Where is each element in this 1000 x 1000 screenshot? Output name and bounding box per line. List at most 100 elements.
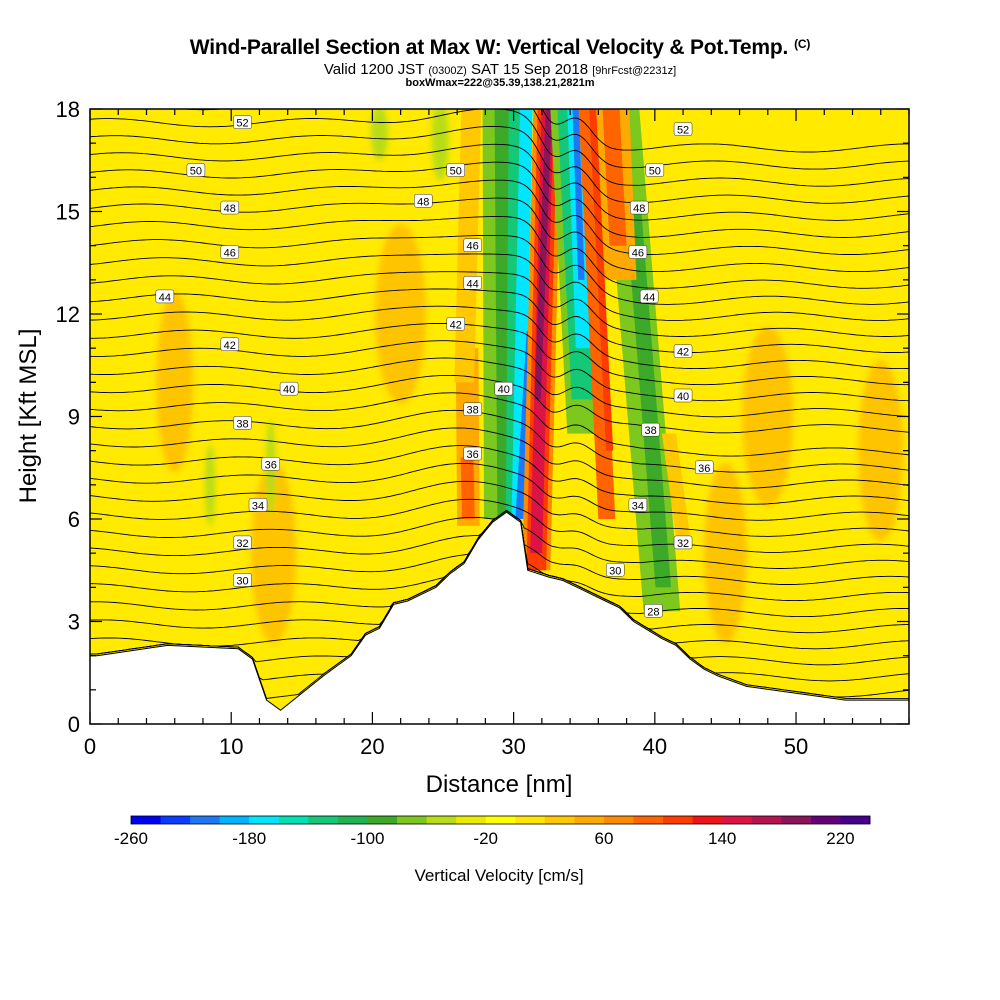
x-axis: 0 10 20 30 40 50 bbox=[84, 109, 910, 759]
contour-label: 50 bbox=[446, 163, 465, 178]
isentrope-line bbox=[90, 253, 909, 321]
lee-downdraft-core bbox=[625, 211, 672, 588]
weak-downdraft-patch bbox=[431, 109, 449, 181]
contour-label-text: 40 bbox=[498, 384, 510, 396]
contour-label-text: 36 bbox=[467, 449, 479, 461]
contour-label-box bbox=[261, 457, 280, 471]
colorbar-swatch bbox=[219, 816, 250, 824]
colorbar-swatch bbox=[397, 816, 427, 824]
x-tick-label: 30 bbox=[501, 734, 525, 759]
colorbar-swatch bbox=[308, 816, 339, 824]
contour-label-text: 46 bbox=[632, 248, 644, 260]
y-tick-label: 12 bbox=[56, 302, 80, 327]
isentrope-line bbox=[541, 109, 909, 153]
lee-downdraft-core bbox=[572, 109, 585, 280]
colorbar-swatch bbox=[515, 816, 546, 824]
colorbar-swatch bbox=[633, 816, 664, 824]
contour-label: 52 bbox=[673, 122, 693, 137]
contour-label: 40 bbox=[494, 381, 513, 396]
colorbar-swatch bbox=[692, 816, 723, 824]
colorbar-swatch bbox=[367, 816, 398, 824]
contour-label-box bbox=[233, 573, 252, 587]
valid-prefix: Valid 1200 JST bbox=[323, 61, 425, 78]
contour-label: 32 bbox=[673, 535, 693, 550]
contour-label-box bbox=[628, 498, 648, 512]
colorbar-swatch bbox=[249, 816, 280, 824]
contour-label: 42 bbox=[673, 344, 693, 359]
contour-label: 30 bbox=[233, 573, 252, 588]
contour-label: 30 bbox=[606, 563, 625, 577]
y-tick-label: 15 bbox=[56, 200, 80, 225]
colorbar-swatch bbox=[160, 816, 191, 824]
isentrope-line bbox=[90, 126, 909, 204]
contour-label-box bbox=[279, 381, 299, 396]
chart-subtitle: Valid 1200 JST (0300Z) SAT 15 Sep 2018 [… bbox=[0, 61, 1000, 78]
contour-label-box bbox=[233, 535, 252, 550]
contour-label-text: 44 bbox=[467, 278, 479, 290]
contour-labels: 52 52 50 50 50 48 48 48 46 46 46 44 44 44 42 42 42 40 40 40… bbox=[155, 115, 714, 618]
contour-label: 48 bbox=[220, 200, 239, 215]
contour-label-text: 30 bbox=[609, 565, 621, 577]
contour-label: 44 bbox=[463, 276, 482, 290]
contour-label-text: 46 bbox=[467, 241, 479, 253]
isentrope-line bbox=[90, 509, 909, 569]
contour-label-text: 44 bbox=[159, 292, 171, 304]
contour-label-text: 42 bbox=[224, 340, 236, 352]
contour-label-text: 52 bbox=[677, 125, 689, 137]
contour-label-box bbox=[645, 163, 665, 177]
contour-label-box bbox=[220, 337, 239, 351]
contour-label: 44 bbox=[639, 289, 659, 304]
lee-updraft-patch bbox=[661, 433, 691, 537]
colorbar-swatch bbox=[663, 816, 694, 824]
colorbar-tick-label: 220 bbox=[826, 829, 854, 848]
colorbar-swatch bbox=[751, 816, 782, 824]
contour-label-box bbox=[639, 289, 659, 304]
contour-label: 38 bbox=[233, 416, 252, 430]
box-info: boxWmax=222@35.39,138.21,2821m bbox=[405, 77, 595, 89]
contour-label-text: 48 bbox=[633, 203, 645, 215]
x-tick-label: 20 bbox=[360, 734, 384, 759]
contour-label-text: 30 bbox=[236, 576, 248, 588]
colorbar-tick-label: 60 bbox=[594, 829, 613, 848]
contour-label-text: 50 bbox=[649, 166, 661, 178]
colorbar-swatch bbox=[456, 816, 487, 824]
contour-label-text: 48 bbox=[417, 196, 429, 208]
y-tick-label: 6 bbox=[68, 507, 80, 532]
contour-label-text: 50 bbox=[190, 166, 202, 178]
contour-label-box bbox=[463, 402, 482, 416]
contour-label-text: 42 bbox=[450, 319, 462, 331]
colorbar-swatch bbox=[574, 816, 605, 824]
contour-label-text: 34 bbox=[632, 500, 644, 512]
colorbar-label: Vertical Velocity [cm/s] bbox=[414, 866, 583, 885]
contour-label: 36 bbox=[695, 460, 714, 475]
isentrope-line bbox=[177, 109, 909, 170]
contour-label: 50 bbox=[186, 163, 206, 178]
contour-label: 32 bbox=[233, 535, 252, 550]
colorbar: -260 -180 -100 -20 60 140 220 bbox=[114, 815, 871, 848]
upstream-updraft-core bbox=[460, 457, 475, 519]
y-tick-label: 0 bbox=[68, 712, 80, 737]
isentrope-line bbox=[90, 498, 909, 553]
colorbar-swatch bbox=[426, 816, 457, 824]
upper-updraft-core bbox=[602, 109, 627, 246]
contour-label-box bbox=[695, 460, 714, 474]
weak-downdraft-patch bbox=[371, 109, 388, 161]
contour-label: 34 bbox=[248, 498, 268, 512]
contour-label-text: 46 bbox=[224, 248, 236, 260]
contour-label-box bbox=[220, 200, 239, 215]
contour-label: 40 bbox=[673, 388, 693, 403]
weak-downdraft-patch bbox=[205, 443, 215, 526]
contour-label: 42 bbox=[446, 317, 465, 331]
colorbar-tick-label: -180 bbox=[232, 829, 266, 848]
contour-label-text: 38 bbox=[467, 405, 479, 417]
contour-label: 50 bbox=[645, 163, 665, 178]
weak-updraft-patch bbox=[858, 360, 904, 541]
x-tick-label: 50 bbox=[784, 734, 808, 759]
colorbar-swatch bbox=[278, 816, 309, 824]
contour-label: 46 bbox=[220, 245, 239, 260]
y-axis-label: Height [Kft MSL] bbox=[15, 329, 42, 504]
contour-label-text: 48 bbox=[224, 203, 236, 215]
contour-label-box bbox=[494, 381, 513, 396]
forecast-tag: [9hrFcst@2231z] bbox=[592, 65, 677, 77]
